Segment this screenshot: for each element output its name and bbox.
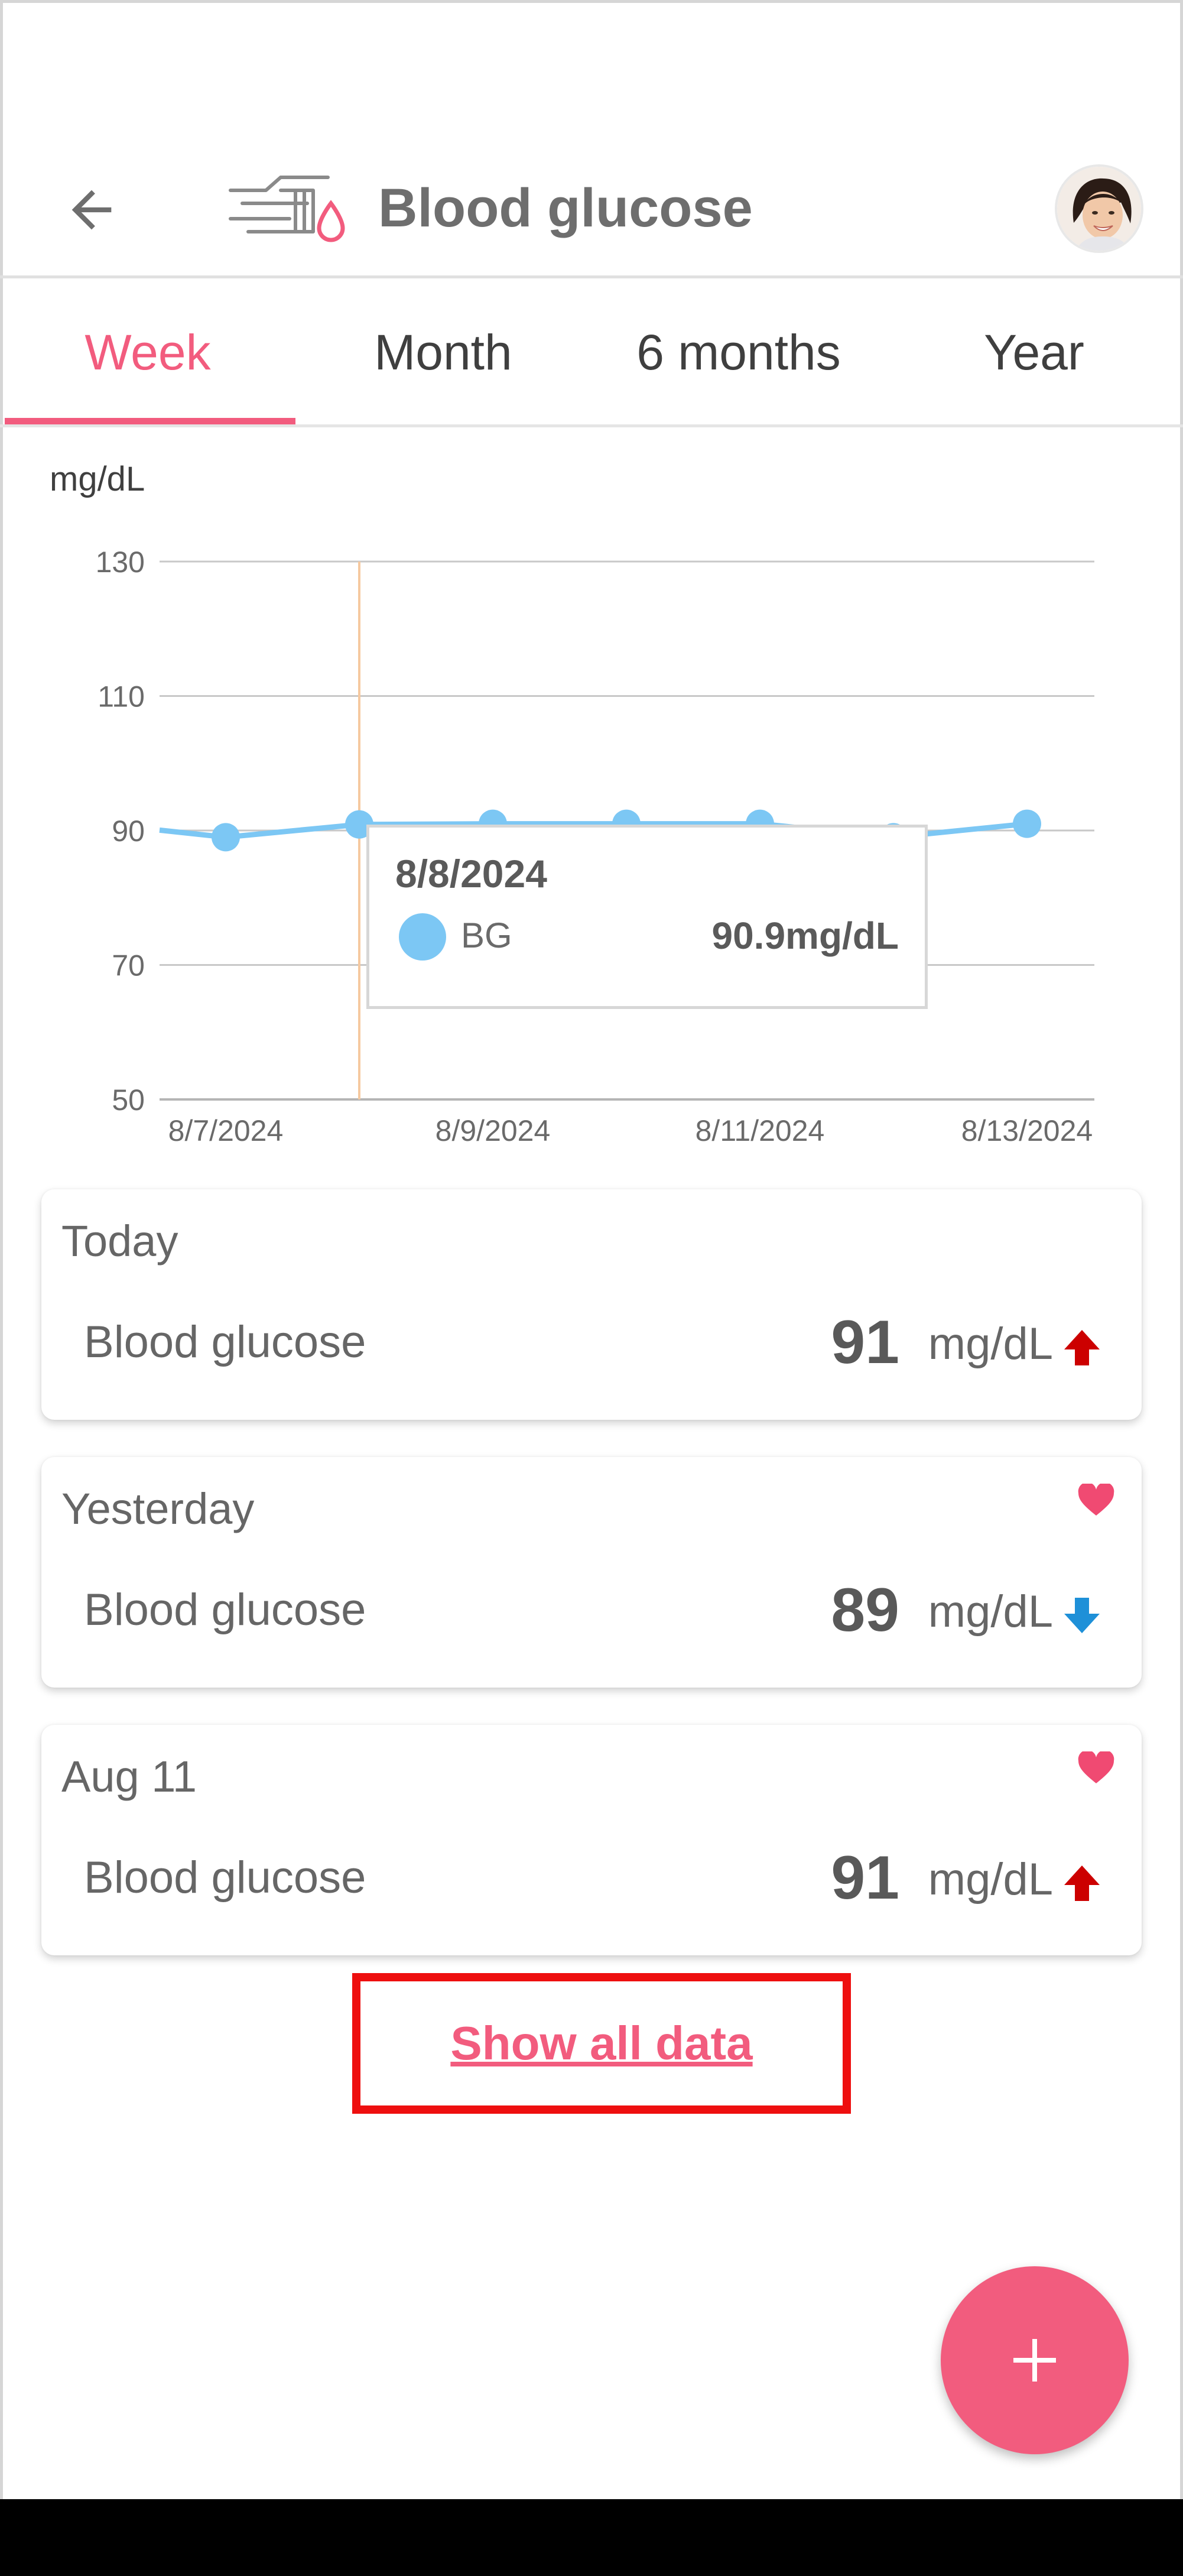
tab-week[interactable]: Week xyxy=(0,278,295,426)
y-tick-label: 110 xyxy=(98,680,145,713)
trend-up-arrow-icon xyxy=(1064,1330,1100,1365)
card-value: 91 xyxy=(831,1844,899,1912)
trend-up-arrow-icon xyxy=(1064,1866,1100,1901)
tooltip-date: 8/8/2024 xyxy=(395,852,547,896)
glucose-meter-icon xyxy=(225,167,355,249)
card-value: 89 xyxy=(831,1576,899,1644)
tooltip-series-name: BG xyxy=(461,916,512,955)
card-title: Today xyxy=(61,1216,178,1266)
card-label: Blood glucose xyxy=(84,1317,366,1367)
period-tabs: Week Month 6 months Year xyxy=(0,278,1183,426)
y-tick-label: 70 xyxy=(112,949,145,982)
data-point xyxy=(212,823,240,852)
card-title: Yesterday xyxy=(61,1484,255,1533)
heart-icon[interactable] xyxy=(1077,1484,1115,1517)
tab-6-months[interactable]: 6 months xyxy=(636,324,841,380)
x-tick-label: 8/9/2024 xyxy=(436,1114,551,1147)
card-unit: mg/dL xyxy=(928,1319,1053,1369)
system-navigation-bar xyxy=(0,2499,1183,2576)
card-title: Aug 11 xyxy=(61,1752,197,1801)
reading-card-yesterday[interactable]: Yesterday Blood glucose 89 mg/dL xyxy=(41,1457,1142,1688)
tooltip-value: 90.9mg/dL xyxy=(711,914,899,957)
page-title: Blood glucose xyxy=(378,178,753,238)
tooltip-series-marker xyxy=(399,913,446,961)
add-reading-button[interactable] xyxy=(941,2266,1129,2454)
heart-icon[interactable] xyxy=(1077,1751,1115,1785)
back-button[interactable] xyxy=(56,174,127,245)
y-tick-label: 130 xyxy=(96,546,145,579)
card-unit: mg/dL xyxy=(928,1587,1053,1637)
x-tick-label: 8/7/2024 xyxy=(168,1114,284,1147)
y-axis-unit-label: mg/dL xyxy=(50,460,145,498)
x-tick-label: 8/13/2024 xyxy=(961,1114,1093,1147)
chart-canvas[interactable]: mg/dL 130 110 90 70 50 8/7/2024 8/9/2024 8/11/20… xyxy=(0,437,1183,1164)
app-header: Blood glucose xyxy=(0,0,1183,278)
card-label: Blood glucose xyxy=(84,1585,366,1635)
card-unit: mg/dL xyxy=(928,1854,1053,1905)
data-point xyxy=(1013,809,1041,838)
tabs-divider xyxy=(0,424,1183,427)
y-tick-label: 90 xyxy=(112,815,145,848)
reading-card-aug-11[interactable]: Aug 11 Blood glucose 91 mg/dL xyxy=(41,1725,1142,1955)
show-all-data-link[interactable]: Show all data xyxy=(450,2017,753,2069)
trend-down-arrow-icon xyxy=(1064,1598,1100,1633)
tab-month[interactable]: Month xyxy=(374,324,512,380)
y-tick-label: 50 xyxy=(112,1083,145,1117)
card-value: 91 xyxy=(831,1308,899,1377)
plus-icon xyxy=(1013,2339,1056,2382)
tab-year[interactable]: Year xyxy=(984,324,1084,380)
card-label: Blood glucose xyxy=(84,1852,366,1903)
x-tick-label: 8/11/2024 xyxy=(696,1114,825,1147)
glucose-chart[interactable]: mg/dL 130 110 90 70 50 8/7/2024 8/9/2024 8/11/20… xyxy=(0,437,1183,1164)
user-avatar[interactable] xyxy=(1055,164,1143,253)
header-divider xyxy=(0,275,1183,278)
chart-tooltip: 8/8/2024 BG 90.9mg/dL xyxy=(366,825,928,1009)
show-all-highlight-box: Show all data xyxy=(352,1973,851,2114)
reading-card-today[interactable]: Today Blood glucose 91 mg/dL xyxy=(41,1189,1142,1420)
arrow-left-icon xyxy=(72,190,112,230)
